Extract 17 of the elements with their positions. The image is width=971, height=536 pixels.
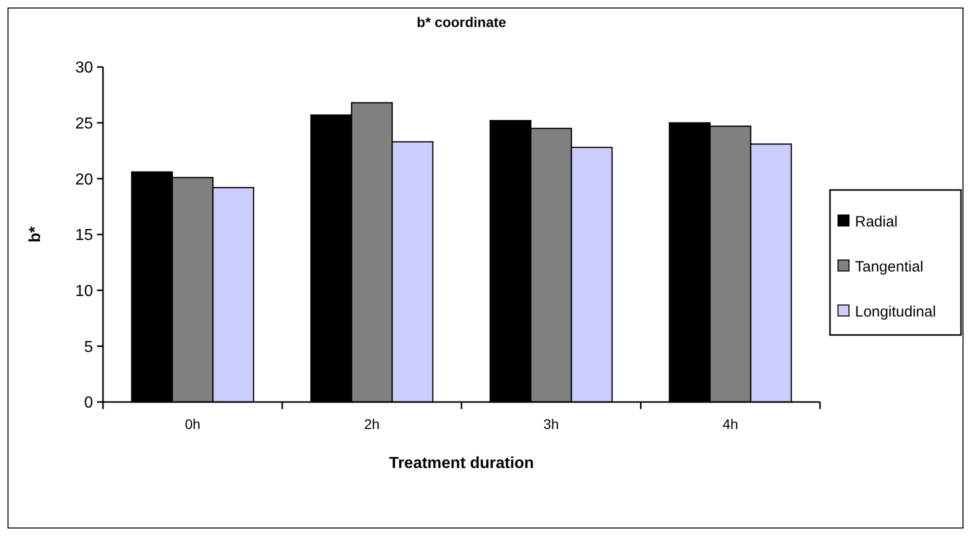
x-axis-title: Treatment duration	[389, 455, 534, 472]
legend-label: Tangential	[855, 258, 924, 276]
y-tick-label: 0	[84, 394, 94, 412]
legend-label: Longitudinal	[855, 303, 936, 320]
x-tick-label: 0h	[184, 416, 200, 432]
y-tick-label: 15	[75, 227, 94, 244]
y-tick-label: 20	[75, 171, 94, 188]
y-axis-title: b*	[27, 226, 44, 242]
x-tick-label: 2h	[364, 416, 380, 432]
y-tick-label: 25	[75, 115, 94, 132]
x-tick-label: 4h	[722, 416, 738, 432]
y-tick-label: 5	[84, 338, 94, 356]
legend-label: Radial	[855, 213, 898, 230]
chart-title: b* coordinate	[416, 14, 506, 30]
y-tick-label: 30	[75, 60, 94, 77]
x-tick-label: 3h	[543, 416, 559, 432]
y-tick-label: 10	[75, 282, 94, 300]
